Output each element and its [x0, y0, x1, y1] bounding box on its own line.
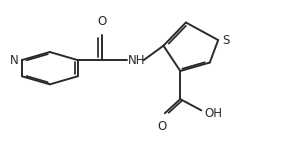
- Text: NH: NH: [128, 54, 146, 67]
- Text: O: O: [157, 120, 167, 133]
- Text: O: O: [97, 15, 106, 28]
- Text: OH: OH: [204, 107, 222, 120]
- Text: N: N: [10, 54, 19, 67]
- Text: S: S: [222, 34, 230, 47]
